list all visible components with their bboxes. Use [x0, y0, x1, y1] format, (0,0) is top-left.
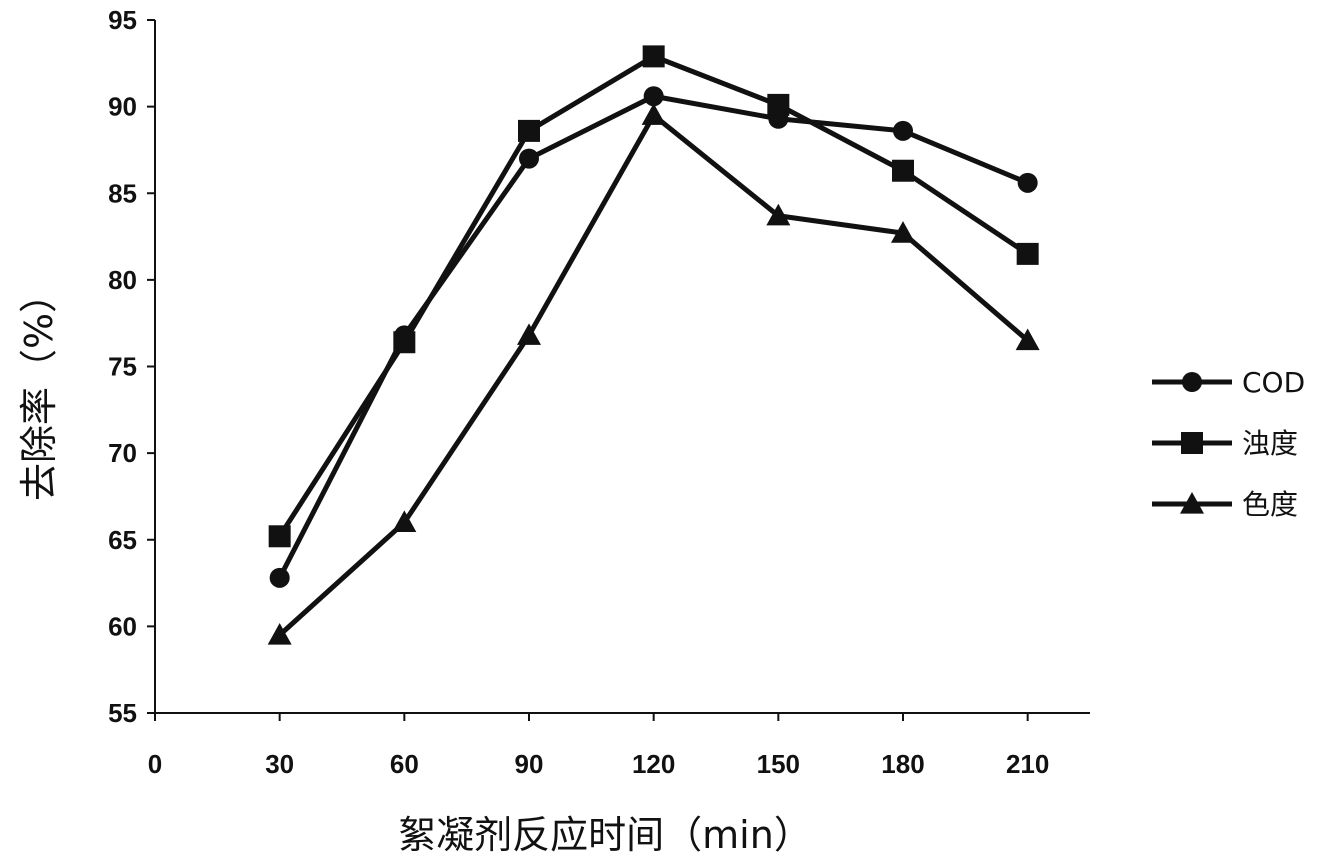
series-line-2 — [277, 53, 1030, 538]
y-tick-label: 85 — [108, 178, 137, 208]
legend-entry-3: 色度 — [1152, 488, 1298, 521]
data-point — [891, 221, 915, 243]
y-tick-label: 65 — [108, 525, 137, 555]
data-point — [767, 93, 790, 116]
legend-marker — [1181, 432, 1203, 454]
legend-marker — [1182, 372, 1202, 392]
data-point — [393, 331, 416, 354]
y-tick-label: 70 — [108, 438, 137, 468]
data-point — [518, 119, 540, 142]
data-point — [267, 623, 292, 645]
y-axis-title: 去除率（%） — [17, 275, 61, 501]
data-point — [893, 120, 913, 141]
x-axis-title: 絮凝剂反应时间（min） — [398, 813, 812, 857]
x-tick-label: 30 — [265, 749, 294, 779]
x-tick-label: 0 — [148, 749, 162, 779]
series-line-3 — [277, 112, 1030, 637]
y-tick-label: 80 — [108, 265, 137, 295]
legend-marker — [1180, 492, 1204, 514]
y-tick-label: 95 — [108, 5, 137, 35]
legend-entry-1: COD — [1152, 366, 1305, 399]
series-1 — [269, 86, 1038, 588]
series-layer — [267, 45, 1040, 645]
data-point — [643, 86, 664, 107]
legend-label: 浊度 — [1242, 427, 1298, 460]
data-point — [1016, 242, 1039, 265]
series-line-1 — [277, 93, 1029, 580]
data-point — [892, 159, 914, 182]
data-point — [268, 525, 291, 548]
legend-entry-2: 浊度 — [1152, 427, 1298, 460]
y-tick-label: 90 — [108, 92, 137, 122]
data-point — [392, 510, 417, 533]
x-tick-label: 120 — [632, 749, 675, 779]
x-tick-label: 90 — [515, 749, 544, 779]
y-tick-label: 75 — [108, 352, 137, 382]
y-tick-label: 60 — [108, 611, 137, 641]
legend-label: COD — [1242, 366, 1305, 399]
data-point — [641, 103, 666, 125]
data-point — [517, 323, 541, 345]
x-tick-label: 180 — [881, 749, 924, 779]
x-tick-label: 60 — [390, 749, 419, 779]
data-point — [766, 203, 791, 226]
data-point — [642, 45, 665, 68]
data-point — [1015, 328, 1040, 351]
data-point — [1017, 172, 1038, 193]
axes — [147, 19, 1090, 721]
x-tick-label: 150 — [757, 749, 800, 779]
data-point — [519, 148, 539, 169]
x-tick-label: 210 — [1006, 749, 1049, 779]
legend-label: 色度 — [1242, 488, 1298, 521]
data-point — [269, 567, 290, 588]
series-3 — [267, 103, 1040, 645]
tick-labels: 55 60 65 70 75 80 85 90 95 0 30 60 90 120 150 180 210 — [108, 5, 1049, 779]
y-tick-label: 55 — [108, 698, 137, 728]
series-2 — [268, 45, 1039, 548]
